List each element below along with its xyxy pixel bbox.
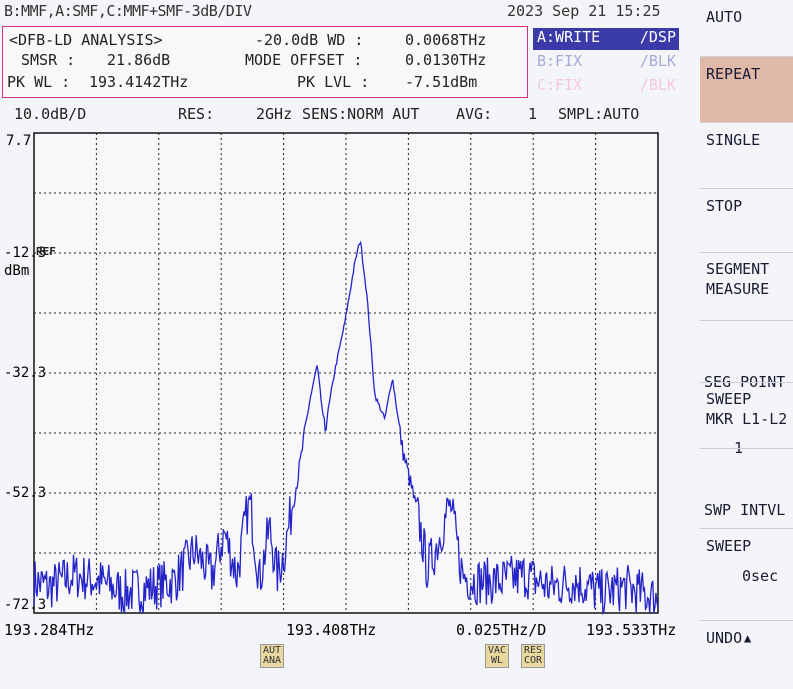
trace-panel: A:WRITE /DSP B:FIX /BLK C:FIX /BLK — [533, 26, 679, 98]
trace-c-mode: /BLK — [639, 76, 676, 94]
badge-vac: VAC — [488, 645, 507, 656]
y-tick-top: 7.7 — [6, 133, 31, 149]
peak-wl-value: 193.4142THz — [89, 73, 189, 91]
plot-grid — [34, 133, 658, 613]
sampling-label: SMPL:AUTO — [558, 105, 640, 123]
average-value: 1 — [528, 105, 538, 123]
softkey-sweep-marker[interactable]: SWEEP MKR L1-L2 — [700, 382, 793, 448]
width-label: -20.0dB WD : — [255, 31, 364, 49]
mode-offset-value: 0.0130THz — [405, 51, 487, 69]
trace-a-mode: /DSP — [639, 28, 676, 46]
analysis-title: <DFB-LD ANALYSIS> — [9, 31, 163, 49]
badge-aut: AUT — [263, 645, 282, 656]
softkey-seg-point[interactable]: SEG POINT 1 — [700, 320, 793, 457]
x-stop-label: 193.533THz — [586, 621, 676, 639]
softkey-auto[interactable]: AUTO — [706, 8, 743, 26]
badge-res: RES — [524, 645, 543, 656]
softkey-repeat[interactable]: REPEAT — [700, 56, 793, 122]
trace-c-name: C:FIX — [537, 76, 583, 94]
trace-setup-label: B:MMF,A:SMF,C:MMF+SMF-3dB/DIV — [4, 2, 252, 20]
scale-label: 10.0dB/D — [14, 105, 87, 123]
badge-ana: ANA — [263, 655, 282, 666]
y-tick-bottom: -72.3 — [4, 597, 46, 613]
softkey-sweep-interval[interactable]: SWP INTVL 0sec ▲ — [700, 448, 793, 645]
badge-wl: WL — [491, 655, 504, 666]
sweep-interval-value: 0sec — [742, 567, 779, 585]
peak-level-value: -7.51dBm — [405, 73, 478, 91]
smsr-value: 21.86dB — [107, 51, 171, 69]
badge-cor: COR — [524, 655, 543, 666]
y-tick-ref: -12.3 — [4, 245, 46, 261]
trace-b-mode: /BLK — [639, 52, 676, 70]
peak-level-label: PK LVL : — [297, 73, 370, 91]
ref-marker: REF — [36, 245, 56, 258]
smsr-label: SMSR : — [21, 51, 76, 69]
softkey-segment-measure[interactable]: SEGMENT MEASURE — [700, 252, 793, 320]
peak-wl-label: PK WL : — [7, 73, 71, 91]
trace-a-name: A:WRITE — [537, 28, 601, 46]
auto-analysis-badge: AUT ANA — [260, 644, 285, 668]
softkey-column: AUTO REPEAT SINGLE STOP SEGMENT MEASURE … — [700, 0, 793, 675]
spectrum-plot[interactable]: 7.7 -12.3 REF dBm -32.3 -52.3 -72.3 193.… — [0, 125, 680, 645]
sensitivity-label: SENS:NORM AUT — [302, 105, 420, 123]
analysis-panel: <DFB-LD ANALYSIS> SMSR : 21.86dB PK WL :… — [2, 26, 528, 98]
sweep-interval-label: SWP INTVL — [704, 501, 786, 519]
res-correction-badge: RES COR — [521, 644, 546, 668]
x-center-label: 193.408THz — [286, 621, 376, 639]
status-bar: 10.0dB/D RES: 2GHz SENS:NORM AUT AVG: 1 … — [0, 105, 680, 127]
mode-offset-label: MODE OFFSET : — [245, 51, 363, 69]
vacuum-wl-badge: VAC WL — [485, 644, 510, 668]
x-span-label: 0.025THz/D — [456, 621, 546, 639]
softkey-single[interactable]: SINGLE — [700, 122, 793, 188]
average-label: AVG: — [456, 105, 493, 123]
softkey-stop[interactable]: STOP — [700, 188, 793, 252]
y-unit-label: dBm — [4, 263, 29, 279]
softkey-undo[interactable]: UNDO — [700, 620, 793, 675]
resolution-value: 2GHz — [256, 105, 293, 123]
y-tick-low: -52.3 — [4, 485, 46, 501]
trace-line — [33, 240, 659, 616]
y-tick-mid: -32.3 — [4, 365, 46, 381]
sweep-interval-up-arrow-icon: ▲ — [744, 631, 752, 645]
softkey-sweep[interactable]: SWEEP — [700, 528, 793, 620]
x-start-label: 193.284THz — [4, 621, 94, 639]
datetime-label: 2023 Sep 21 15:25 — [507, 2, 661, 20]
trace-a-row[interactable]: A:WRITE /DSP — [533, 28, 679, 50]
trace-b-name: B:FIX — [537, 52, 583, 70]
resolution-label: RES: — [178, 105, 215, 123]
trace-b-row[interactable]: B:FIX /BLK — [533, 52, 679, 74]
width-value: 0.0068THz — [405, 31, 487, 49]
trace-c-row[interactable]: C:FIX /BLK — [533, 76, 679, 98]
